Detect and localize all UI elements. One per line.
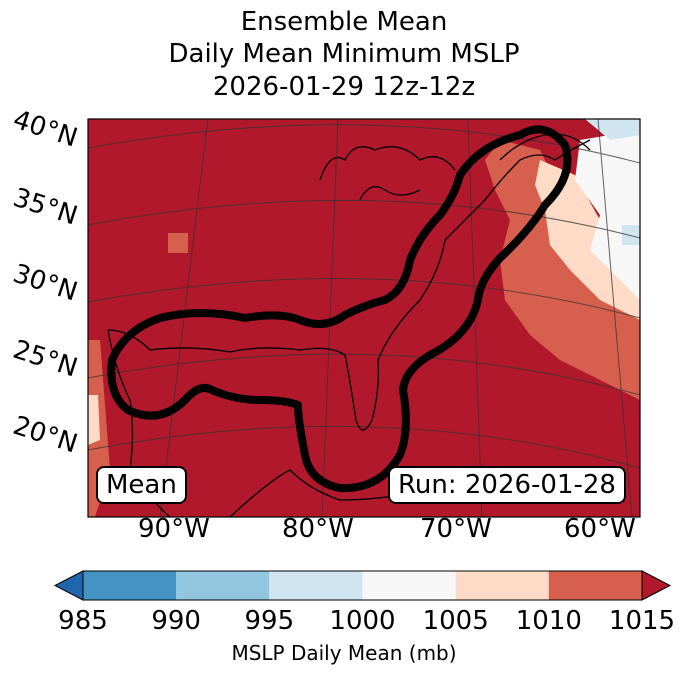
colorbar-bin (362, 571, 456, 600)
colorbar-tick-label: 995 (244, 606, 295, 636)
colorbar-frame (82, 570, 643, 601)
mslp-field-1000 (575, 130, 640, 300)
mslp-field-west-2 (88, 395, 100, 445)
colorbar-bin (455, 571, 549, 600)
title-line-2: Daily Mean Minimum MSLP (168, 39, 520, 69)
mslp-field-1005 (535, 160, 640, 320)
graticule (88, 119, 640, 517)
colorbar-extend-low (53, 570, 84, 601)
colorbar-tick-label: 1015 (608, 606, 676, 636)
colorbar-tick-label: 1010 (515, 606, 582, 636)
title-line-1: Ensemble Mean (240, 7, 448, 37)
colorbar-bin (176, 571, 270, 600)
colorbar (53, 570, 672, 601)
lon-label-70w: 70°W (420, 514, 492, 544)
run-label: Run: 2026-01-28 (388, 466, 626, 504)
colorbar-bin (548, 571, 642, 600)
colorbar-tick-label: 985 (58, 606, 108, 636)
colorbar-bin (83, 571, 177, 600)
colorbar-tick-label: 1000 (329, 606, 396, 636)
map-border (87, 118, 641, 518)
ensemble-contour (107, 125, 572, 493)
mslp-patch (168, 233, 188, 253)
lon-label-60w: 60°W (564, 514, 636, 544)
colorbar-label: MSLP Daily Mean (mb) (231, 641, 457, 665)
colorbar-tick-label: 1005 (422, 606, 489, 636)
mean-label: Mean (96, 466, 187, 504)
colorbar-extend-high (641, 570, 672, 601)
lon-label-90w: 90°W (138, 514, 210, 544)
lon-label-80w: 80°W (282, 514, 354, 544)
mslp-field-1010 (485, 140, 640, 400)
mslp-field-995-b (622, 225, 640, 245)
colorbar-tick-label: 990 (151, 606, 201, 636)
title-line-3: 2026-01-29 12z-12z (212, 72, 476, 102)
colorbar-bin (269, 571, 363, 600)
